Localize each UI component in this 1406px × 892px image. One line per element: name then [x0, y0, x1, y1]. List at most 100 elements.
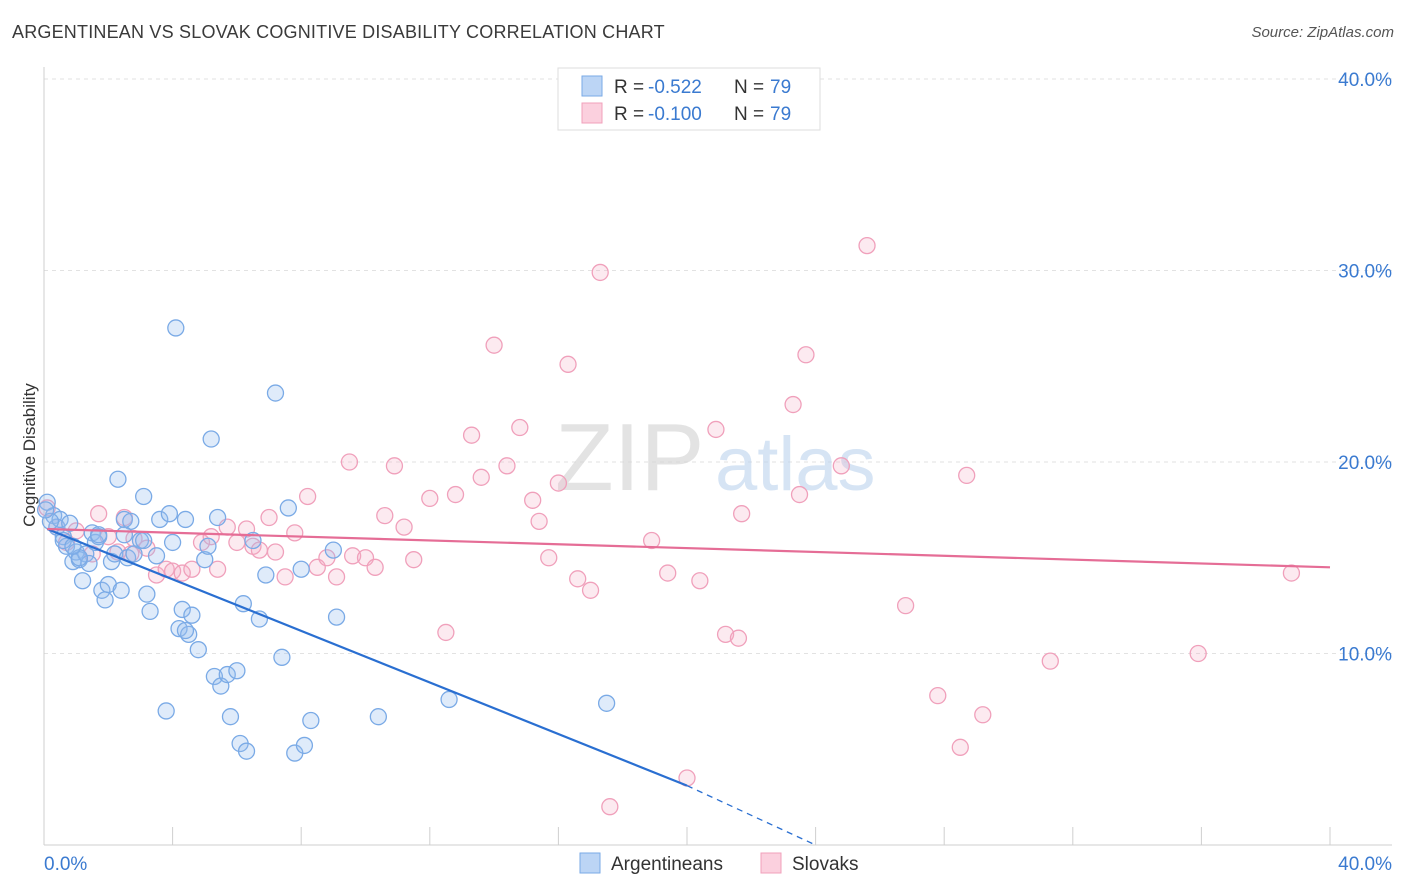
argentineans-point	[327, 608, 346, 626]
slovaks-point	[729, 629, 748, 647]
slovaks-point	[591, 263, 609, 282]
slovaks-point	[601, 798, 619, 816]
argentineans-point	[138, 585, 156, 603]
argentineans-point	[302, 711, 320, 730]
slovaks-point	[784, 395, 802, 414]
argentineans-point	[199, 537, 217, 555]
slovaks-point	[266, 543, 285, 561]
slovaks-point	[298, 487, 317, 506]
bottom-legend-swatch-argentineans	[579, 852, 601, 874]
argentineans-point	[292, 560, 310, 578]
slovaks-point	[343, 547, 362, 565]
argentineans-point	[196, 551, 214, 569]
slovaks-point	[260, 508, 278, 527]
axes	[43, 67, 1392, 846]
argentineans-point	[135, 531, 153, 550]
slovaks-point	[733, 505, 751, 523]
slovaks-point	[208, 560, 227, 578]
argentineans-point	[295, 736, 314, 755]
slovaks-point	[462, 426, 481, 444]
legend-n-label-2: N =	[734, 104, 764, 125]
source-label: Source: ZipAtlas.com	[1251, 24, 1394, 41]
legend-r-value-1: -0.522	[648, 77, 702, 98]
slovaks-point	[691, 572, 709, 590]
argentineans-point	[115, 526, 134, 544]
slovaks-point	[202, 528, 220, 546]
slovaks-point	[366, 558, 384, 576]
y-tick-label: 10.0%	[1338, 645, 1392, 666]
argentineans-point	[279, 499, 297, 517]
slovaks-point	[498, 457, 516, 475]
y-axis-label: Cognitive Disability	[20, 383, 39, 527]
slovaks-point	[421, 489, 439, 508]
argentineans-point	[597, 694, 616, 712]
argentineans-point	[228, 662, 246, 680]
argentineans-point	[160, 505, 179, 523]
y-tick-label: 40.0%	[1338, 70, 1392, 91]
legend-r-label-2: R =	[614, 104, 644, 125]
bottom-legend-label-slovaks: Slovaks	[792, 854, 859, 875]
legend-swatch-slovaks	[581, 102, 603, 124]
slovaks-point	[173, 564, 191, 582]
slovaks-point	[797, 346, 815, 364]
x-tick-label-max: 40.0%	[1338, 854, 1392, 875]
argentineans-point	[266, 384, 285, 402]
slovaks-point	[511, 418, 529, 437]
slovaks-point	[540, 549, 558, 567]
legend-r-label-1: R =	[614, 77, 644, 98]
argentineans-point	[109, 470, 127, 488]
argentineans-point	[36, 501, 55, 519]
argentineans-point	[218, 665, 236, 684]
argentineans-point	[170, 619, 188, 638]
slovaks-point	[549, 474, 568, 492]
argentineans-point	[90, 526, 108, 544]
legend-swatch-argentineans	[581, 75, 603, 97]
bottom-legend-swatch-slovaks	[760, 852, 782, 874]
slovaks-point	[1041, 652, 1059, 670]
slovaks-point	[340, 453, 359, 471]
argentineans-trend-line	[46, 528, 688, 787]
argentineans-point	[141, 602, 159, 621]
slovaks-point	[569, 570, 587, 588]
argentineans-point	[173, 600, 191, 619]
argentineans-point	[257, 566, 275, 584]
argentineans-point	[73, 572, 92, 590]
y-tick-label: 30.0%	[1338, 262, 1392, 283]
slovaks-point	[790, 485, 809, 504]
argentineans-point	[115, 510, 134, 529]
legend-r-value-2: -0.100	[648, 104, 702, 125]
slovaks-point	[276, 568, 294, 586]
legend: R = -0.522 N = 79 R = -0.100 N = 79	[557, 67, 821, 131]
argentineans-trend-extension	[686, 785, 816, 846]
bottom-legend-label-argentineans: Argentineans	[611, 854, 723, 875]
slovaks-point	[376, 506, 394, 525]
argentineans-point	[273, 648, 291, 666]
slovaks-point	[929, 686, 947, 705]
trend-lines	[46, 527, 1331, 846]
slovaks-point	[228, 533, 246, 552]
slovaks-point	[581, 581, 600, 599]
slovaks-point	[951, 738, 969, 756]
slovaks-point	[858, 236, 876, 255]
legend-n-value-2: 79	[770, 104, 791, 125]
slovaks-point	[524, 491, 542, 509]
argentineans-point	[151, 510, 169, 529]
argentineans-point	[369, 708, 388, 726]
argentineans-point	[61, 514, 79, 532]
argentineans-point	[96, 591, 114, 609]
slovaks-point	[896, 596, 915, 615]
grid	[44, 78, 1392, 654]
argentineans-point	[237, 742, 256, 760]
slovaks-point	[437, 623, 455, 642]
slovaks-point	[1282, 564, 1301, 582]
slovaks-point	[559, 355, 577, 373]
slovaks-point	[716, 625, 735, 643]
argentineans-point	[157, 702, 175, 720]
argentineans-point	[80, 554, 98, 573]
argentineans-point	[324, 541, 343, 559]
slovaks-point	[90, 505, 108, 523]
chart-title: ARGENTINEAN VS SLOVAK COGNITIVE DISABILI…	[12, 22, 665, 42]
slovaks-point	[405, 551, 423, 569]
argentineans-points	[36, 319, 616, 762]
argentineans-point	[208, 508, 227, 527]
